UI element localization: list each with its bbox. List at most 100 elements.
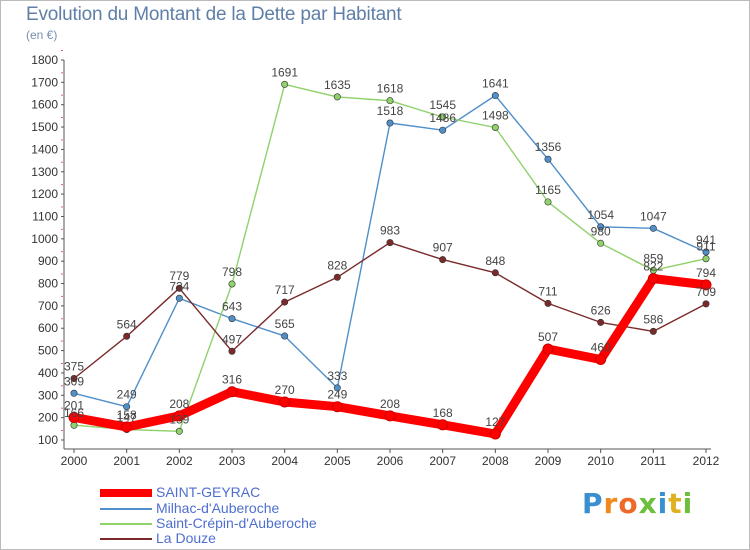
data-point [649,327,657,335]
data-point [281,332,289,340]
x-tick-label: 2005 [324,454,351,468]
data-point [281,298,289,306]
data-label: 507 [538,330,558,344]
data-label: 1635 [324,78,351,92]
y-tick-label: 1500 [31,120,58,134]
data-label: 1641 [482,77,509,91]
data-point [175,427,183,435]
data-point [175,294,183,302]
legend-item-milhac: Milhac-d'Auberoche [100,500,360,517]
chart-title: Evolution du Montant de la Dette par Hab… [26,4,402,25]
data-label: 794 [696,266,716,280]
data-point [123,403,131,411]
data-point [702,300,710,308]
data-label: 127 [485,415,505,429]
x-tick-label: 2000 [61,454,88,468]
data-point [70,421,78,429]
x-tick-label: 2011 [640,454,666,468]
data-point [70,375,78,383]
data-label: 798 [222,265,242,279]
y-tick-label: 800 [38,277,58,291]
y-tick-label: 1300 [31,165,58,179]
data-point [544,299,552,307]
y-tick-label: 1100 [32,209,58,223]
data-label: 779 [169,269,189,283]
data-label: 249 [327,388,347,402]
data-point [439,256,447,264]
legend-label: La Douze [156,530,216,546]
data-point [226,386,238,398]
x-tick-label: 2003 [219,454,246,468]
data-label: 586 [643,312,663,326]
series-line-3 [73,241,707,380]
data-label: 828 [327,258,347,272]
data-label: 208 [169,397,189,411]
data-point [228,347,236,355]
data-label: 316 [222,373,242,387]
data-point [597,239,605,247]
x-tick-label: 2008 [482,454,509,468]
data-point [597,318,605,326]
data-point [386,97,394,105]
data-label: 1618 [377,82,404,96]
data-point [228,280,236,288]
data-label: 1498 [482,109,509,123]
data-label: 564 [117,317,137,331]
x-tick-label: 2009 [535,454,562,468]
data-point [491,92,499,100]
data-label: 859 [643,251,663,265]
data-point [595,354,607,366]
data-point [279,396,291,408]
data-label: 139 [169,412,189,426]
data-label: 1691 [271,65,298,79]
legend-item-saint-geyrac: SAINT-GEYRAC [100,484,360,501]
x-tick-label: 2002 [166,454,193,468]
data-label: 333 [327,369,347,383]
data-point [597,223,605,231]
data-label: 168 [433,406,453,420]
data-label: 1047 [640,209,667,223]
data-point [333,273,341,281]
data-point [700,279,712,291]
data-label: 1165 [535,183,561,197]
chart-subtitle: (en €) [26,28,58,42]
data-label: 375 [64,360,84,374]
data-label: 907 [433,241,453,255]
data-label: 201 [64,398,84,412]
y-tick-label: 1200 [31,187,58,201]
data-label: 565 [275,317,295,331]
y-tick-label: 100 [38,433,58,447]
data-label: 158 [117,408,137,422]
data-point [439,113,447,121]
data-label: 309 [64,374,84,388]
data-label: 1486 [429,111,456,125]
data-label: 941 [696,233,716,247]
data-label: 911 [696,240,715,254]
x-tick-label: 2001 [113,454,140,468]
data-point [544,198,552,206]
y-tick-label: 1800 [31,53,58,67]
y-tick-label: 500 [38,344,58,358]
data-label: 848 [485,254,505,268]
data-point [333,93,341,101]
series-line-2 [73,83,707,432]
proxiti-logo: Proxiti [582,487,694,520]
data-point [542,343,554,355]
x-tick-label: 2012 [693,454,720,468]
data-label: 822 [643,260,663,274]
y-tick-label: 900 [38,254,58,268]
data-label: 983 [380,224,400,238]
data-point [228,315,236,323]
data-label: 711 [538,284,557,298]
data-point [281,80,289,88]
y-tick-label: 1600 [31,98,58,112]
y-tick-label: 700 [38,299,58,313]
data-label: 643 [222,300,242,314]
data-point [544,155,552,163]
data-label: 497 [222,332,242,346]
legend-label: SAINT-GEYRAC [156,484,261,500]
data-label: 734 [169,279,189,293]
data-point [647,273,659,285]
y-tick-label: 1000 [31,232,58,246]
